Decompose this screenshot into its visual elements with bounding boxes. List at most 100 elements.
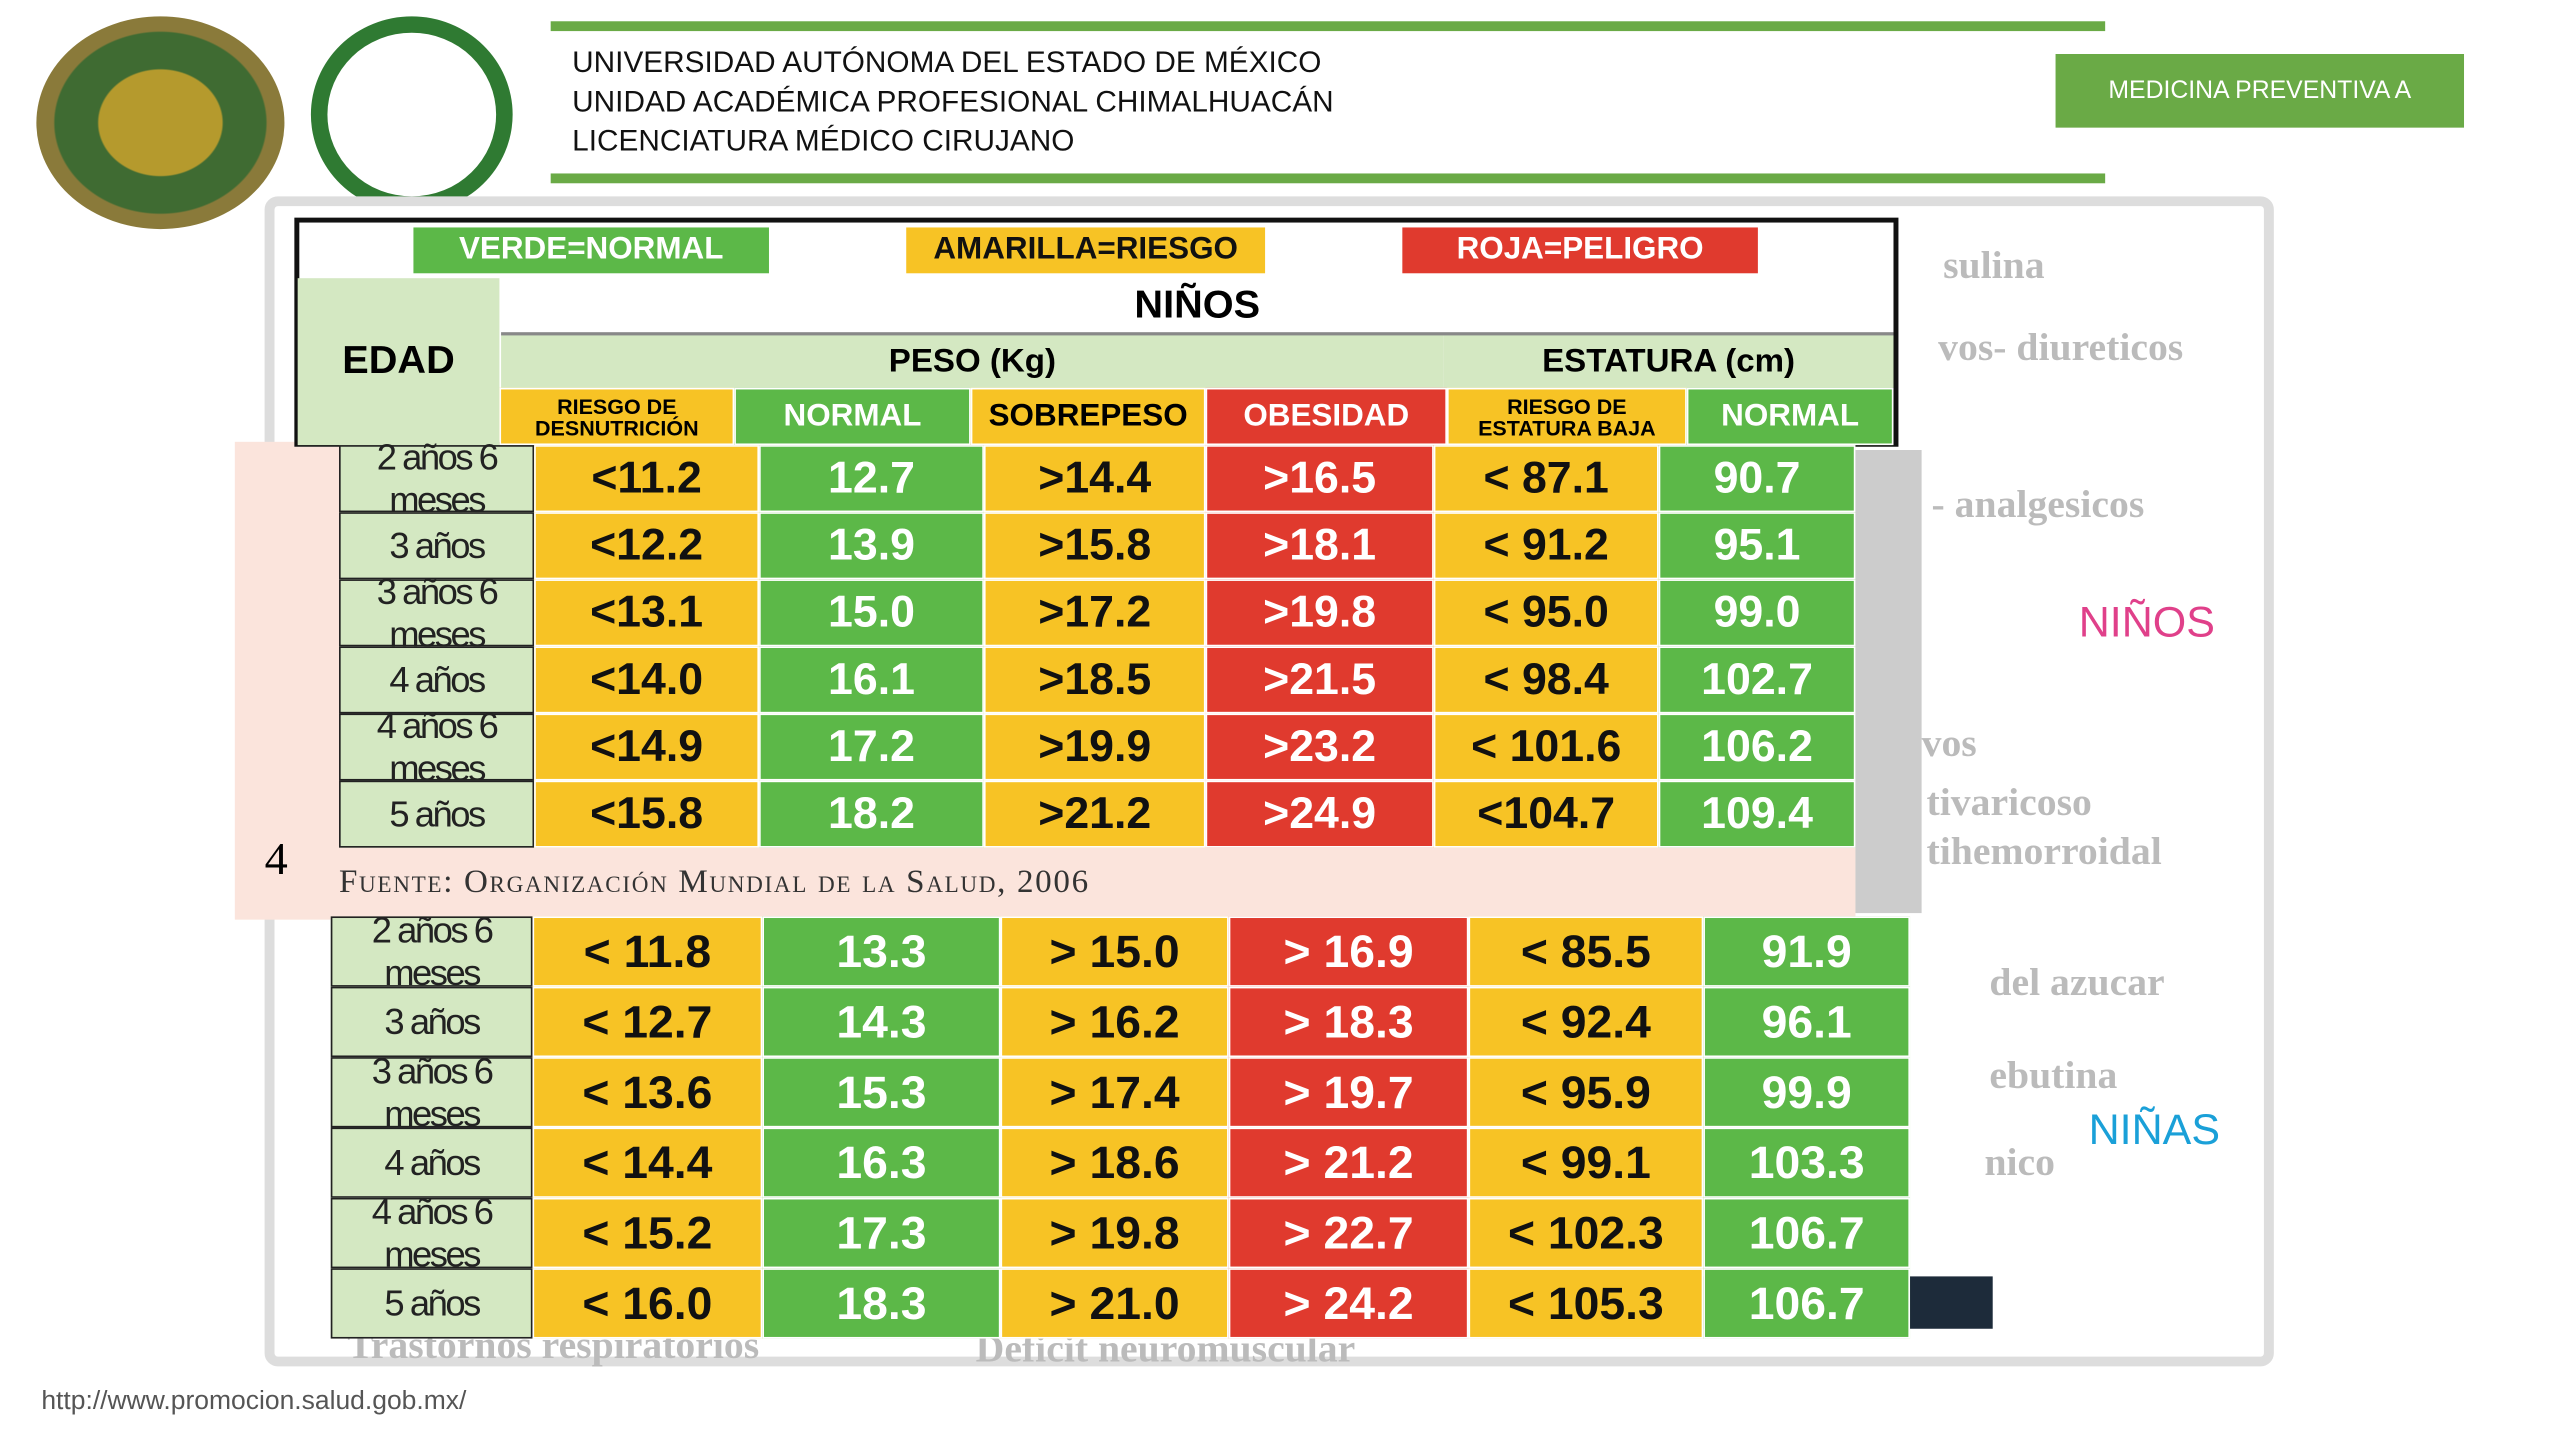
value-cell: <104.7 <box>1433 780 1659 848</box>
value-cell: 96.1 <box>1703 986 1911 1058</box>
badge: MEDICINA PREVENTIVA A <box>2055 54 2465 128</box>
age-cell: 4 años <box>339 646 535 714</box>
institution-line: UNIVERSIDAD AUTÓNOMA DEL ESTADO DE MÉXIC… <box>572 45 1322 79</box>
value-cell: > 18.3 <box>1228 986 1469 1058</box>
value-cell: > 16.9 <box>1228 916 1469 987</box>
value-cell: 106.2 <box>1658 713 1856 781</box>
value-cell: < 16.0 <box>532 1268 763 1339</box>
value-cell: > 19.7 <box>1228 1057 1469 1128</box>
value-cell: 18.2 <box>759 780 984 848</box>
value-cell: 109.4 <box>1658 780 1856 848</box>
institution-line: LICENCIATURA MÉDICO CIRUJANO <box>572 124 1075 158</box>
value-cell: >21.2 <box>983 780 1206 848</box>
background-word: tihemorroidal <box>1926 831 2162 874</box>
value-cell: >18.1 <box>1205 512 1434 580</box>
value-cell: < 91.2 <box>1433 512 1659 580</box>
value-cell: 91.9 <box>1703 916 1911 987</box>
value-cell: < 14.4 <box>532 1127 763 1198</box>
value-cell: 90.7 <box>1658 445 1856 513</box>
group-header: ESTATURA (cm) <box>1443 335 1894 388</box>
value-cell: > 15.0 <box>1000 916 1229 987</box>
value-cell: 106.7 <box>1703 1268 1911 1339</box>
age-cell: 3 años <box>339 512 535 580</box>
value-cell: < 13.6 <box>532 1057 763 1128</box>
value-cell: < 15.2 <box>532 1197 763 1269</box>
age-cell: 2 años 6 meses <box>330 909 533 992</box>
value-cell: > 24.2 <box>1228 1268 1469 1339</box>
age-cell: 3 años 6 meses <box>330 1050 533 1133</box>
value-cell: 12.7 <box>759 445 984 513</box>
value-cell: 103.3 <box>1703 1127 1911 1198</box>
value-cell: >16.5 <box>1205 445 1434 513</box>
age-cell: 5 años <box>330 1268 533 1339</box>
shadow <box>1855 450 1922 914</box>
institution: UNIVERSIDAD AUTÓNOMA DEL ESTADO DE MÉXIC… <box>572 43 1333 161</box>
value-cell: < 95.9 <box>1468 1057 1704 1128</box>
column-header: NORMAL <box>734 387 971 446</box>
value-cell: 99.0 <box>1658 579 1856 647</box>
value-cell: 14.3 <box>762 986 1001 1058</box>
value-cell: <14.0 <box>534 646 760 714</box>
slide-number: 4 <box>264 834 288 886</box>
value-cell: < 98.4 <box>1433 646 1659 714</box>
value-cell: >24.9 <box>1205 780 1434 848</box>
value-cell: >23.2 <box>1205 713 1434 781</box>
value-cell: >19.8 <box>1205 579 1434 647</box>
value-cell: <13.1 <box>534 579 760 647</box>
side-label: NIÑAS <box>2088 1104 2221 1154</box>
value-cell: 18.3 <box>762 1268 1001 1339</box>
background-word: - analgesicos <box>1931 484 2145 527</box>
background-word: vos- diureticos <box>1938 327 2184 370</box>
value-cell: <12.2 <box>534 512 760 580</box>
background-word: nico <box>1984 1142 2056 1185</box>
value-cell: <11.2 <box>534 445 760 513</box>
value-cell: 13.3 <box>762 916 1001 987</box>
value-cell: < 95.0 <box>1433 579 1659 647</box>
background-word: del azucar <box>1989 962 2165 1005</box>
value-cell: >19.9 <box>983 713 1206 781</box>
logo-uaem <box>36 16 285 230</box>
age-cell: 5 años <box>339 780 535 848</box>
value-cell: > 21.2 <box>1228 1127 1469 1198</box>
value-cell: < 102.3 <box>1468 1197 1704 1269</box>
value-cell: 15.3 <box>762 1057 1001 1128</box>
age-header: EDAD <box>297 278 500 446</box>
institution-line: UNIDAD ACADÉMICA PROFESIONAL CHIMALHUACÁ… <box>572 85 1334 118</box>
value-cell: < 92.4 <box>1468 986 1704 1058</box>
age-cell: 4 años 6 meses <box>330 1190 533 1274</box>
value-cell: >21.5 <box>1205 646 1434 714</box>
rule <box>550 21 2106 32</box>
value-cell: > 17.4 <box>1000 1057 1229 1128</box>
value-cell: < 12.7 <box>532 986 763 1058</box>
footer-url: http://www.promocion.salud.gob.mx/ <box>41 1387 467 1416</box>
value-cell: 17.3 <box>762 1197 1001 1269</box>
age-cell: 2 años 6 meses <box>339 436 535 520</box>
legend-item: AMARILLA=RIESGO <box>906 227 1266 274</box>
background-word: sulina <box>1943 245 2045 289</box>
value-cell: 13.9 <box>759 512 984 580</box>
value-cell: < 11.8 <box>532 916 763 987</box>
age-cell: 3 años <box>330 986 533 1058</box>
source: Fuente: Organización Mundial de la Salud… <box>339 864 1090 901</box>
column-header: SOBREPESO <box>970 387 1206 446</box>
background-word: vos <box>1921 723 1977 766</box>
value-cell: > 22.7 <box>1228 1197 1469 1269</box>
value-cell: 95.1 <box>1658 512 1856 580</box>
value-cell: 15.0 <box>759 579 984 647</box>
value-cell: >14.4 <box>983 445 1206 513</box>
background-word: tivaricoso <box>1926 782 2092 825</box>
value-cell: >18.5 <box>983 646 1206 714</box>
age-cell: 4 años <box>330 1127 533 1198</box>
value-cell: 102.7 <box>1658 646 1856 714</box>
value-cell: < 99.1 <box>1468 1127 1704 1198</box>
value-cell: 106.7 <box>1703 1197 1911 1269</box>
age-cell: 3 años 6 meses <box>339 570 535 654</box>
value-cell: 16.1 <box>759 646 984 714</box>
value-cell: <15.8 <box>534 780 760 848</box>
legend-item: VERDE=NORMAL <box>413 227 769 274</box>
table-title: NIÑOS <box>501 278 1894 336</box>
age-cell: 4 años 6 meses <box>339 704 535 788</box>
value-cell: > 21.0 <box>1000 1268 1229 1339</box>
